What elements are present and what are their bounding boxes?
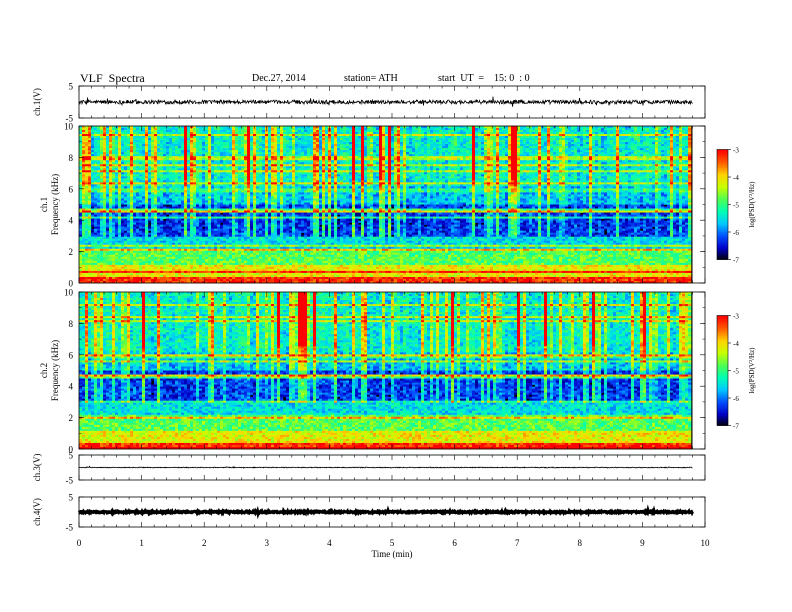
ch3-waveform-ytick-label: 5 xyxy=(69,451,74,461)
ch2-spectrogram-colorbar-tick: -3 xyxy=(733,313,739,321)
ch1-spectrogram-colorbar: -3 -4 -5 -6 -7 xyxy=(717,147,739,265)
ch1-spectrogram-ytick-label: 10 xyxy=(64,122,74,132)
xaxis-label: Time (min) xyxy=(372,549,413,559)
ch2-spectrogram-colorbar-tick: -5 xyxy=(733,368,739,376)
ch2-spectrogram-colorbar: -3 -4 -5 -6 -7 xyxy=(717,313,739,431)
ch3-waveform-ytick-label: -5 xyxy=(66,476,74,486)
xtick-label: 2 xyxy=(202,538,207,548)
ch3-waveform-trace xyxy=(79,466,693,468)
ch4-waveform-ytick-label: -5 xyxy=(66,523,74,533)
ch2-spectrogram-ytick-label: 6 xyxy=(69,350,74,360)
ch1-waveform-ytick-label: 5 xyxy=(69,82,74,92)
ch2-spectrogram-ylabel: Frequency (kHz) xyxy=(50,340,60,401)
ch2-spectrogram-colorbar-tick: -6 xyxy=(733,395,739,403)
ch1-spectrogram-ytick-label: 4 xyxy=(69,216,74,226)
ch2-spectrogram-ytick-label: 8 xyxy=(69,319,74,329)
ch1-waveform-ylabel: ch.1(V) xyxy=(32,88,42,116)
ch2-spectrogram-heatmap xyxy=(79,292,692,449)
ch1-spectrogram-ytick-label: 8 xyxy=(69,153,74,163)
ch1-spectrogram-channel-label: ch.1 xyxy=(39,197,49,212)
ch1-spectrogram-colorbar-tick: -6 xyxy=(733,229,739,237)
ch3-waveform-ylabel: ch.3(V) xyxy=(32,454,42,482)
ch1-spectrogram-colorbar-tick: -4 xyxy=(733,174,739,182)
ch2-spectrogram-ytick-label: 10 xyxy=(64,288,74,298)
ch2-spectrogram-channel-label: ch.2 xyxy=(39,363,49,378)
xtick-label: 3 xyxy=(265,538,270,548)
ch1-spectrogram-ytick-label: 2 xyxy=(69,247,74,257)
ch2-spectrogram-ytick-label: 4 xyxy=(69,382,74,392)
ch2-spectrogram-ytick-label: 2 xyxy=(69,413,74,423)
ch4-waveform-ylabel: ch.4(V) xyxy=(32,498,42,526)
xtick-label: 10 xyxy=(701,538,711,548)
xtick-label: 6 xyxy=(452,538,457,548)
ch4-waveform-ytick-label: 5 xyxy=(69,493,74,503)
xtick-label: 9 xyxy=(640,538,645,548)
xtick-label: 4 xyxy=(327,538,332,548)
xtick-label: 7 xyxy=(515,538,520,548)
ch2-spectrogram-colorbar-tick: -4 xyxy=(733,340,739,348)
xtick-label: 5 xyxy=(390,538,395,548)
ch1-spectrogram-colorbar-tick: -5 xyxy=(733,202,739,210)
xtick-label: 1 xyxy=(139,538,144,548)
ch4-waveform-trace xyxy=(79,510,693,514)
xtick-label: 8 xyxy=(578,538,583,548)
vlf-spectra-figure: 5-5ch.1(V)0246810ch.1 Frequency (kHz)-3-4… xyxy=(0,0,792,612)
ch2-spectrogram-colorbar-tick: -7 xyxy=(733,423,739,431)
ch1-spectrogram-heatmap xyxy=(79,126,692,283)
ch1-spectrogram-ytick-label: 6 xyxy=(69,184,74,194)
ch1-spectrogram-colorbar-tick: -7 xyxy=(733,257,739,265)
ch1-waveform-trace xyxy=(79,97,693,107)
xtick-label: 0 xyxy=(77,538,82,548)
ch1-spectrogram-colorbar-label: log(PSD(V²/Hz) xyxy=(748,181,756,228)
ch1-spectrogram-ylabel: Frequency (kHz) xyxy=(50,174,60,235)
ch2-spectrogram-colorbar-label: log(PSD(V²/Hz) xyxy=(748,347,756,394)
ch1-spectrogram-colorbar-tick: -3 xyxy=(733,147,739,155)
